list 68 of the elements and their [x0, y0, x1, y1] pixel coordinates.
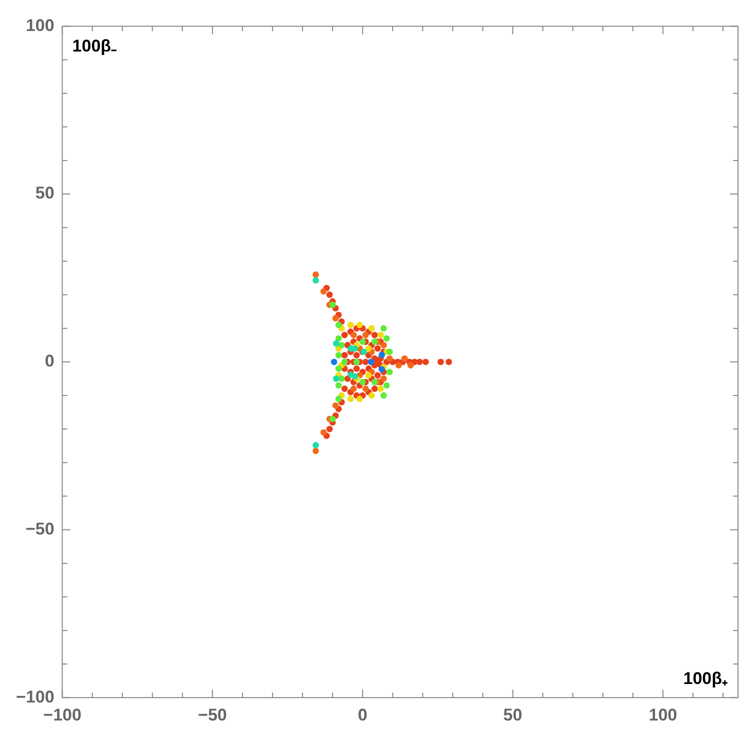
point — [368, 358, 374, 366]
y-axis-title: 100β₋ — [72, 36, 118, 56]
point — [378, 352, 386, 358]
point — [371, 338, 378, 345]
point — [352, 345, 358, 352]
x-axis-title: 100β₊ — [683, 668, 728, 688]
y-tick-label: 100 — [26, 16, 54, 35]
point — [386, 355, 393, 362]
point — [332, 402, 339, 409]
point — [347, 322, 354, 328]
point — [347, 396, 354, 402]
point — [386, 348, 393, 356]
point — [335, 382, 342, 389]
x-tick-label: −50 — [198, 705, 227, 724]
point — [362, 386, 369, 392]
x-tick-label: 50 — [503, 705, 522, 724]
y-tick-label: −100 — [16, 687, 54, 706]
point — [368, 392, 375, 399]
point — [312, 277, 319, 284]
point — [335, 396, 342, 402]
point — [350, 332, 357, 338]
point — [312, 442, 319, 448]
point — [380, 325, 387, 332]
point — [395, 362, 402, 368]
point — [338, 375, 345, 382]
y-tick-label: 0 — [44, 352, 54, 371]
x-tick-label: 100 — [648, 705, 678, 724]
point — [320, 288, 327, 295]
point — [330, 358, 338, 366]
point — [335, 352, 342, 358]
point — [371, 378, 378, 386]
point — [365, 372, 372, 379]
point — [356, 396, 363, 402]
point — [335, 365, 342, 372]
y-tick-label: −50 — [25, 519, 54, 538]
point — [329, 416, 336, 422]
point — [329, 302, 336, 308]
point — [332, 340, 340, 347]
point — [320, 429, 327, 436]
point — [350, 386, 357, 392]
point — [341, 358, 348, 366]
point — [338, 342, 345, 348]
point — [380, 342, 387, 348]
point — [377, 386, 384, 392]
point — [356, 322, 363, 328]
point — [383, 382, 390, 389]
point — [368, 325, 375, 332]
point — [380, 375, 387, 382]
point — [365, 345, 372, 352]
y-tick-label: 50 — [35, 184, 54, 203]
point — [312, 271, 319, 278]
point — [407, 362, 414, 368]
point — [312, 448, 319, 454]
point — [378, 366, 386, 372]
point — [332, 375, 340, 382]
point — [386, 368, 393, 376]
point — [359, 338, 366, 345]
point — [353, 358, 360, 366]
point — [332, 315, 339, 322]
point — [335, 335, 342, 342]
point — [377, 332, 384, 338]
point — [335, 322, 342, 328]
x-tick-label: 0 — [358, 705, 368, 724]
point — [380, 392, 387, 399]
point — [359, 378, 366, 386]
point — [362, 332, 369, 338]
point — [401, 355, 408, 362]
point — [383, 335, 390, 342]
